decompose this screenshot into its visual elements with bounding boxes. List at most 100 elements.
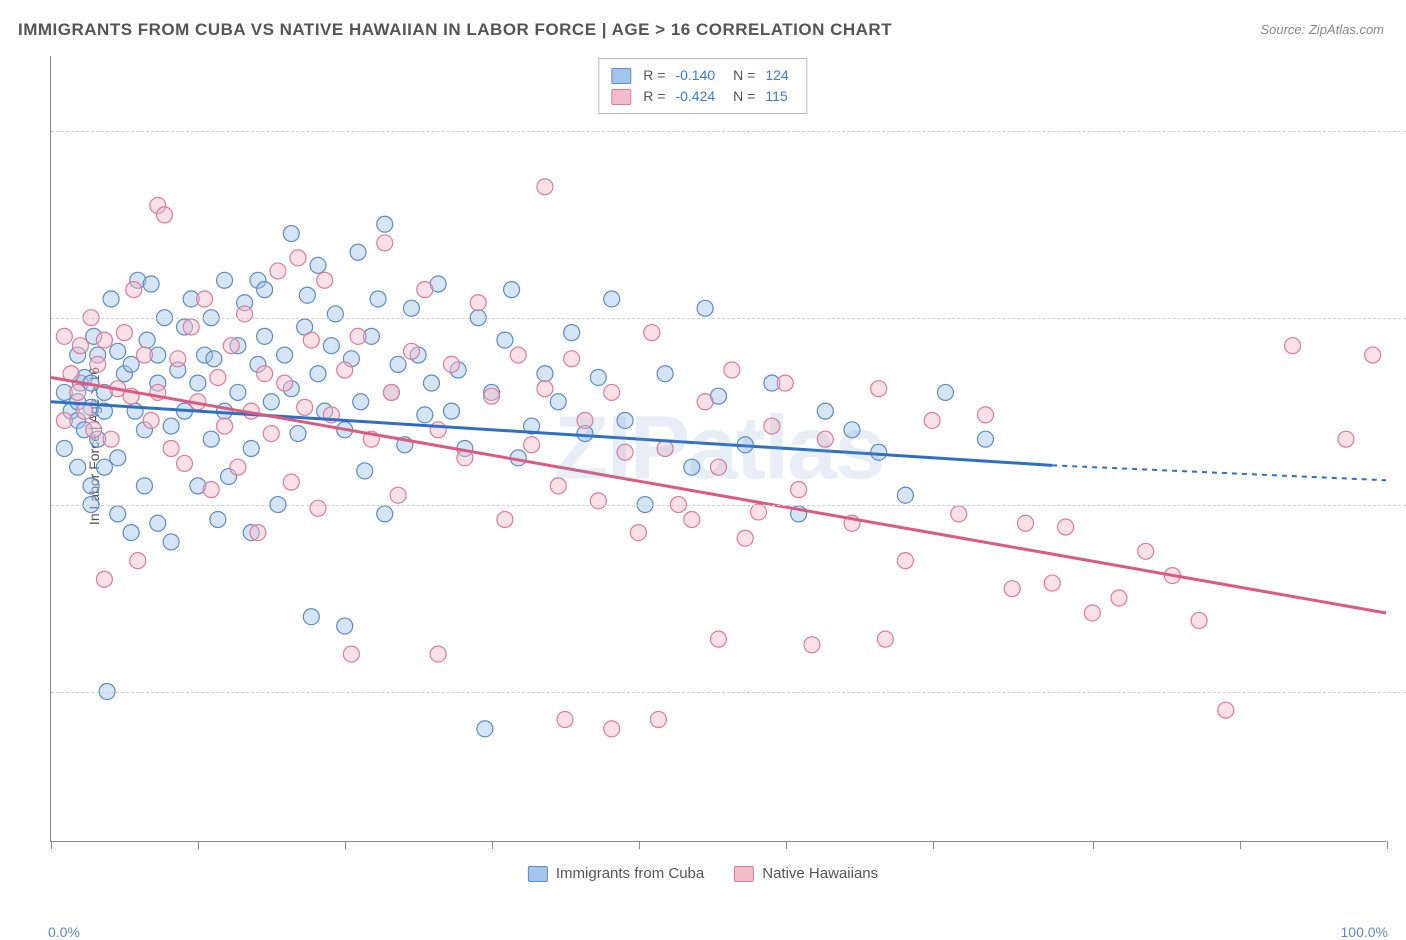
x-tick bbox=[639, 841, 640, 849]
data-point bbox=[817, 403, 833, 419]
legend-item: Native Hawaiians bbox=[734, 865, 878, 882]
data-point bbox=[210, 512, 226, 528]
data-point bbox=[143, 412, 159, 428]
data-point bbox=[263, 394, 279, 410]
data-point bbox=[497, 512, 513, 528]
data-point bbox=[751, 504, 767, 520]
chart-title: IMMIGRANTS FROM CUBA VS NATIVE HAWAIIAN … bbox=[18, 20, 892, 40]
data-point bbox=[310, 257, 326, 273]
data-point bbox=[557, 712, 573, 728]
data-point bbox=[817, 431, 833, 447]
data-point bbox=[1044, 575, 1060, 591]
data-point bbox=[877, 631, 893, 647]
r-value: -0.140 bbox=[675, 65, 715, 86]
data-point bbox=[657, 441, 673, 457]
data-point bbox=[697, 394, 713, 410]
trend-line-dashed bbox=[1052, 465, 1386, 480]
data-point bbox=[403, 343, 419, 359]
data-point bbox=[237, 306, 253, 322]
data-point bbox=[250, 525, 266, 541]
x-tick bbox=[1387, 841, 1388, 849]
n-label: N = bbox=[733, 65, 755, 86]
data-point bbox=[83, 478, 99, 494]
data-point bbox=[126, 282, 142, 298]
data-point bbox=[277, 375, 293, 391]
data-point bbox=[370, 291, 386, 307]
data-point bbox=[684, 512, 700, 528]
data-point bbox=[804, 637, 820, 653]
data-point bbox=[217, 272, 233, 288]
data-point bbox=[897, 487, 913, 503]
data-point bbox=[403, 300, 419, 316]
data-point bbox=[390, 356, 406, 372]
trend-line bbox=[51, 402, 1052, 466]
legend-swatch bbox=[611, 89, 631, 105]
r-label: R = bbox=[643, 65, 665, 86]
data-point bbox=[564, 325, 580, 341]
data-point bbox=[377, 216, 393, 232]
chart-plot-area: ZIPatlas 50.0%60.0%70.0%80.0% bbox=[50, 56, 1386, 842]
data-point bbox=[143, 276, 159, 292]
data-point bbox=[257, 328, 273, 344]
data-point bbox=[684, 459, 700, 475]
data-point bbox=[537, 179, 553, 195]
data-point bbox=[110, 343, 126, 359]
n-value: 115 bbox=[765, 86, 787, 107]
data-point bbox=[1138, 543, 1154, 559]
data-point bbox=[590, 493, 606, 509]
data-point bbox=[230, 384, 246, 400]
data-point bbox=[444, 356, 460, 372]
data-point bbox=[343, 646, 359, 662]
data-point bbox=[951, 506, 967, 522]
x-tick bbox=[786, 841, 787, 849]
data-point bbox=[764, 418, 780, 434]
data-point bbox=[697, 300, 713, 316]
data-point bbox=[283, 474, 299, 490]
data-point bbox=[724, 362, 740, 378]
data-point bbox=[86, 422, 102, 438]
data-point bbox=[203, 482, 219, 498]
data-point bbox=[1058, 519, 1074, 535]
data-point bbox=[257, 366, 273, 382]
data-point bbox=[270, 263, 286, 279]
x-axis-min-label: 0.0% bbox=[48, 924, 80, 940]
data-point bbox=[383, 384, 399, 400]
data-point bbox=[1018, 515, 1034, 531]
data-point bbox=[156, 207, 172, 223]
data-point bbox=[163, 441, 179, 457]
data-point bbox=[90, 356, 106, 372]
data-point bbox=[197, 291, 213, 307]
data-point bbox=[550, 478, 566, 494]
data-point bbox=[103, 291, 119, 307]
data-point bbox=[537, 366, 553, 382]
grid-line bbox=[51, 131, 1406, 132]
scatter-svg bbox=[51, 56, 1386, 841]
data-point bbox=[96, 459, 112, 475]
data-point bbox=[604, 721, 620, 737]
data-point bbox=[871, 444, 887, 460]
data-point bbox=[550, 394, 566, 410]
data-point bbox=[657, 366, 673, 382]
data-point bbox=[737, 530, 753, 546]
data-point bbox=[617, 412, 633, 428]
data-point bbox=[350, 328, 366, 344]
r-label: R = bbox=[643, 86, 665, 107]
data-point bbox=[217, 418, 233, 434]
data-point bbox=[650, 712, 666, 728]
data-point bbox=[183, 319, 199, 335]
data-point bbox=[510, 347, 526, 363]
n-value: 124 bbox=[765, 65, 788, 86]
data-point bbox=[96, 332, 112, 348]
data-point bbox=[844, 422, 860, 438]
data-point bbox=[353, 394, 369, 410]
data-point bbox=[277, 347, 293, 363]
data-point bbox=[377, 235, 393, 251]
data-point bbox=[116, 325, 132, 341]
data-point bbox=[303, 609, 319, 625]
data-point bbox=[423, 375, 439, 391]
data-point bbox=[937, 384, 953, 400]
data-point bbox=[103, 431, 119, 447]
grid-line bbox=[51, 692, 1406, 693]
legend-swatch bbox=[611, 68, 631, 84]
data-point bbox=[56, 328, 72, 344]
